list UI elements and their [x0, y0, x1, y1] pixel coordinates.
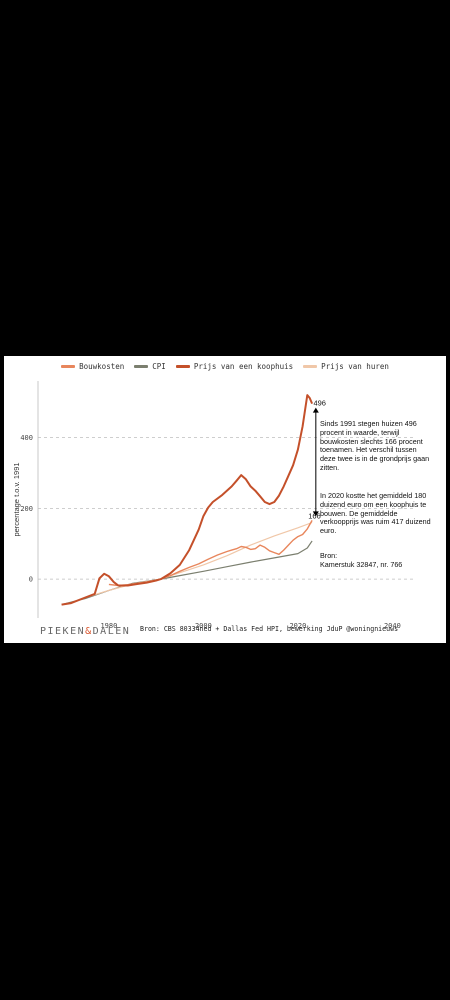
- line-chart: 0 200 400 1980 2000 2020 2040 percentage t.o.v.…: [12, 381, 416, 630]
- legend-swatch: [61, 365, 76, 368]
- annotation-text-2: In 2020 kostte het gemiddeld 180 duizend…: [320, 491, 431, 536]
- legend-label: Bouwkosten: [79, 362, 125, 371]
- difference-arrow-head-up: [312, 407, 319, 413]
- y-axis-title: percentage t.o.v. 1991: [12, 462, 21, 536]
- legend-swatch: [175, 365, 190, 368]
- x-tick-label: 2000: [195, 622, 212, 630]
- annotation-text-3: Bron:: [320, 551, 338, 560]
- annotation-source: Bron: Kamerstuk 32847, nr. 766: [320, 551, 430, 570]
- series-line-prijs-van-een-koophuis: [61, 394, 314, 606]
- x-tick-label: 2040: [384, 622, 401, 630]
- annotation-text-1: Sinds 1991 stegen huizen 496 procent in …: [320, 419, 430, 472]
- source-credit: Bron: CBS 80334ned + Dallas Fed HPI, bew…: [140, 625, 399, 633]
- series-line-cpi: [61, 540, 313, 606]
- legend-swatch: [134, 365, 149, 368]
- chart-legend: Bouwkosten CPI Prijs van een koophuis Prijs…: [4, 362, 446, 371]
- difference-arrow-head-down: [312, 511, 319, 517]
- legend-label: CPI: [152, 362, 166, 371]
- y-tick-label: 400: [20, 434, 33, 442]
- x-tick-label: 2020: [289, 622, 306, 630]
- series-line-bouwkosten: [108, 520, 313, 587]
- x-tick-label: 1980: [100, 622, 117, 630]
- legend-swatch: [303, 365, 318, 368]
- annotation-house-vs-building: Sinds 1991 stegen huizen 496 procent in …: [320, 419, 430, 473]
- legend-item: Prijs van een koophuis: [175, 362, 294, 371]
- y-tick-label: 0: [29, 576, 33, 584]
- legend-label: Prijs van huren: [321, 362, 389, 371]
- chart-panel: Bouwkosten CPI Prijs van een koophuis Prijs…: [4, 356, 446, 643]
- data-label-166: 166: [308, 511, 321, 520]
- y-tick-label: 200: [20, 505, 33, 513]
- legend-item: CPI: [134, 362, 166, 371]
- logo-part-1: PIEKEN: [40, 626, 86, 637]
- annotation-2020-cost: In 2020 kostte het gemiddeld 180 duizend…: [320, 491, 436, 536]
- legend-item: Bouwkosten: [61, 362, 124, 371]
- legend-label: Prijs van een koophuis: [193, 362, 294, 371]
- data-label-496: 496: [313, 399, 326, 408]
- logo-part-2: DALEN: [92, 626, 131, 637]
- brand-logo: PIEKEN&DALEN: [40, 626, 130, 637]
- legend-item: Prijs van huren: [303, 362, 389, 371]
- logo-ampersand: &: [85, 626, 93, 637]
- annotation-text-4: Kamerstuk 32847, nr. 766: [320, 559, 403, 569]
